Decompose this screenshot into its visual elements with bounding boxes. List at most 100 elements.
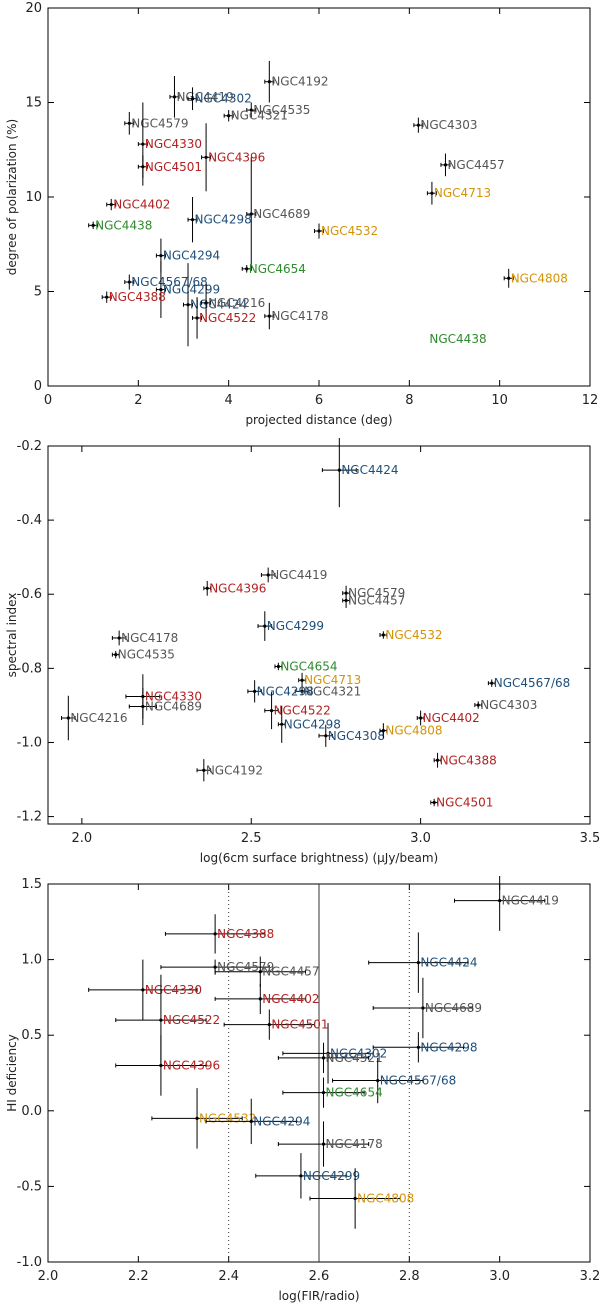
data-point [276, 664, 280, 669]
x-tick-label: 2.6 [309, 1269, 330, 1284]
point-label: NGC4396 [163, 1058, 220, 1072]
data-point [202, 768, 206, 772]
y-tick-label: -0.6 [17, 587, 42, 602]
point-label: NGC4457 [348, 594, 405, 608]
x-axis-label: projected distance (deg) [245, 413, 392, 427]
data-point [195, 316, 199, 320]
data-point [269, 709, 274, 713]
data-point [498, 899, 502, 903]
data-point [195, 1116, 199, 1120]
data-point [253, 689, 257, 693]
point-label: NGC4388 [109, 290, 166, 304]
data-point [127, 280, 131, 284]
point-label: NGC4330 [145, 983, 202, 997]
point-label: NGC4689 [145, 700, 202, 714]
data-point [324, 734, 328, 738]
x-tick-label: 12 [582, 393, 599, 408]
data-point [258, 970, 262, 974]
point-label: NGC4299 [303, 1169, 360, 1183]
data-point [344, 598, 348, 603]
y-tick-label: -1.2 [17, 810, 42, 825]
point-label: NGC4303 [480, 698, 537, 712]
point-label: NGC4438 [429, 332, 486, 346]
data-point [186, 303, 190, 307]
y-axis-label: degree of polarization (%) [5, 119, 19, 275]
point-label: NGC4419 [176, 90, 233, 104]
point-label: NGC4654 [249, 262, 306, 276]
y-tick-label: 1.5 [21, 877, 42, 892]
point-label: NGC4298 [284, 717, 341, 731]
x-tick-label: 2.5 [241, 831, 262, 846]
y-tick-label: -0.4 [17, 513, 42, 528]
point-label: NGC4321 [231, 109, 288, 123]
point-label: NGC4457 [262, 965, 319, 979]
point-label: NGC4532 [321, 224, 378, 238]
point-label: NGC4178 [326, 1137, 383, 1151]
y-tick-label: 15 [25, 96, 42, 111]
x-tick-label: 6 [315, 393, 323, 408]
data-point [435, 758, 440, 762]
data-point [300, 678, 304, 682]
point-label: NGC4713 [434, 186, 491, 200]
data-point [353, 1196, 357, 1201]
point-label: NGC4535 [118, 648, 175, 662]
point-label: NGC4808 [511, 271, 568, 285]
data-point [300, 689, 304, 693]
data-point [416, 123, 420, 127]
data-point [507, 276, 511, 280]
x-tick-label: 0 [44, 393, 52, 408]
y-axis-label: HI deficiency [5, 1034, 19, 1112]
point-label: NGC4424 [420, 956, 477, 970]
data-point [141, 165, 145, 169]
data-point [443, 163, 448, 167]
point-label: NGC4424 [341, 463, 398, 477]
data-point [190, 97, 195, 101]
data-point [376, 1078, 380, 1083]
point-label: NGC4308 [328, 729, 385, 743]
data-point [263, 624, 267, 628]
point-label: NGC4419 [502, 894, 559, 908]
point-label: NGC4522 [274, 704, 331, 718]
data-point [267, 1023, 271, 1027]
point-label: NGC4402 [423, 711, 480, 725]
data-point [141, 704, 145, 709]
data-point [249, 1119, 253, 1123]
point-label: NGC4438 [95, 218, 152, 232]
point-label: NGC4689 [253, 207, 310, 221]
data-point [127, 121, 131, 125]
point-label: NGC4808 [385, 724, 442, 738]
point-label: NGC4654 [280, 660, 337, 674]
data-point [337, 468, 341, 472]
point-label: NGC4299 [267, 619, 324, 633]
point-label: NGC4396 [209, 581, 266, 595]
data-point [245, 267, 249, 271]
x-tick-label: 10 [491, 393, 508, 408]
data-point [249, 108, 253, 112]
y-tick-label: 5 [34, 285, 42, 300]
point-label: NGC4298 [195, 213, 252, 227]
point-label: NGC4808 [357, 1191, 414, 1205]
data-point [430, 191, 434, 195]
point-label: NGC4419 [270, 568, 327, 582]
x-tick-label: 2.4 [218, 1269, 239, 1284]
point-label: NGC4567/68 [380, 1074, 457, 1088]
y-axis-label: spectral index [5, 593, 19, 678]
point-label: NGC4303 [420, 118, 477, 132]
data-point [159, 288, 163, 292]
point-label: NGC4713 [304, 673, 361, 687]
point-label: NGC4424 [190, 298, 247, 312]
point-label: NGC4302 [330, 1046, 387, 1060]
point-label: NGC4216 [208, 296, 265, 310]
data-point [416, 1045, 420, 1049]
x-tick-label: 4 [225, 393, 233, 408]
data-point [266, 573, 270, 577]
x-tick-label: 8 [405, 393, 413, 408]
data-point [419, 716, 423, 720]
point-label: NGC4567/68 [494, 676, 571, 690]
point-label: NGC4532 [385, 628, 442, 642]
x-axis-label: log(FIR/radio) [278, 1289, 359, 1303]
point-label: NGC4294 [163, 249, 220, 263]
point-label: NGC4216 [70, 711, 127, 725]
point-label: NGC4192 [271, 75, 328, 89]
x-tick-label: 3.0 [410, 831, 431, 846]
